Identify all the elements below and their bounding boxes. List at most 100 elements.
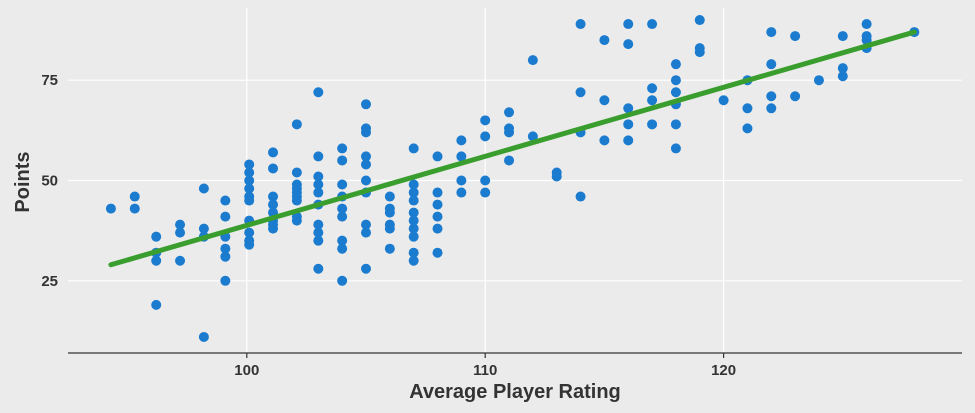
data-point	[361, 175, 371, 186]
data-point	[670, 87, 681, 98]
data-point	[105, 203, 116, 214]
data-point	[575, 19, 586, 30]
data-point	[480, 115, 491, 126]
y-tick-label: 75	[41, 72, 58, 89]
data-point	[456, 151, 467, 162]
data-point	[623, 135, 634, 146]
data-point	[790, 31, 801, 42]
data-point	[337, 275, 348, 286]
data-point	[432, 223, 443, 234]
data-point	[742, 103, 753, 114]
data-point	[408, 195, 419, 206]
data-point	[244, 183, 255, 194]
data-point	[151, 255, 162, 266]
data-point	[361, 227, 371, 238]
data-point	[527, 55, 538, 66]
data-point	[742, 123, 753, 134]
data-point	[313, 179, 324, 190]
data-point	[456, 187, 467, 198]
y-tick-label: 25	[41, 273, 58, 290]
data-point	[313, 151, 324, 162]
data-point	[623, 19, 634, 30]
data-point	[408, 255, 419, 266]
data-point	[268, 147, 279, 158]
data-point	[384, 223, 395, 234]
data-point	[337, 211, 348, 222]
data-point	[361, 151, 371, 162]
data-point	[291, 195, 302, 206]
y-axis-title: Points	[12, 151, 34, 212]
y-axis-ticks: 25 50 75	[41, 72, 58, 290]
data-point	[670, 119, 681, 130]
data-point	[198, 183, 209, 194]
data-point	[670, 59, 681, 70]
data-point	[384, 243, 395, 254]
data-point	[694, 15, 705, 26]
data-point	[456, 175, 467, 186]
data-point	[337, 235, 348, 246]
y-tick-label: 50	[41, 173, 58, 190]
data-point	[361, 159, 371, 170]
data-point	[198, 223, 209, 234]
data-point	[408, 247, 419, 258]
data-point	[766, 103, 777, 114]
data-point	[384, 207, 395, 218]
data-point	[504, 127, 515, 138]
data-point	[504, 107, 515, 118]
data-point	[408, 223, 419, 234]
data-point	[220, 195, 231, 206]
data-point	[647, 95, 658, 106]
data-point	[575, 87, 586, 98]
data-point	[670, 75, 681, 86]
data-point	[244, 159, 255, 170]
data-point	[670, 143, 681, 154]
data-point	[361, 219, 371, 230]
data-point	[384, 191, 395, 202]
data-point	[432, 187, 443, 198]
data-point	[647, 19, 658, 30]
data-point	[313, 219, 324, 230]
data-point	[647, 83, 658, 94]
data-point	[268, 191, 279, 202]
data-point	[151, 299, 162, 310]
data-point	[129, 203, 140, 214]
data-point	[268, 163, 279, 174]
data-point	[291, 215, 302, 226]
data-point	[504, 155, 515, 166]
data-point	[291, 119, 302, 130]
data-point	[837, 71, 848, 82]
data-point	[337, 155, 348, 166]
data-point	[337, 143, 348, 154]
x-axis-title: Average Player Rating	[409, 381, 621, 403]
data-point	[337, 179, 348, 190]
data-point	[129, 191, 140, 202]
data-point	[599, 135, 610, 146]
data-point	[551, 171, 562, 182]
data-point	[432, 247, 443, 258]
x-axis-ticks: 100 110 120	[234, 353, 736, 379]
data-point	[408, 215, 419, 226]
data-point	[198, 331, 209, 342]
data-point	[432, 199, 443, 210]
data-point	[790, 91, 801, 102]
data-point	[313, 171, 324, 182]
data-point	[244, 227, 255, 238]
data-point	[766, 27, 777, 38]
data-point	[361, 127, 371, 138]
data-point	[313, 187, 324, 198]
data-point	[647, 119, 658, 130]
data-point	[313, 227, 324, 238]
data-point	[151, 231, 162, 242]
data-point	[813, 75, 824, 86]
data-point	[244, 175, 255, 186]
data-point	[361, 263, 371, 274]
data-point	[861, 19, 872, 30]
data-point	[599, 95, 610, 106]
data-point	[623, 119, 634, 130]
data-point	[408, 187, 419, 198]
data-point	[175, 227, 186, 238]
data-point	[599, 35, 610, 46]
x-tick-label: 120	[711, 362, 736, 379]
